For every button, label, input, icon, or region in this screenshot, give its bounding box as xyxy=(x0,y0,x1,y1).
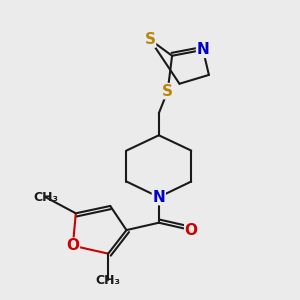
Text: O: O xyxy=(66,238,80,253)
Text: S: S xyxy=(145,32,155,47)
Text: CH₃: CH₃ xyxy=(96,274,121,286)
Text: CH₃: CH₃ xyxy=(33,190,58,204)
Text: S: S xyxy=(162,84,173,99)
Text: N: N xyxy=(152,190,165,205)
Text: N: N xyxy=(196,42,209,57)
Text: O: O xyxy=(185,223,198,238)
